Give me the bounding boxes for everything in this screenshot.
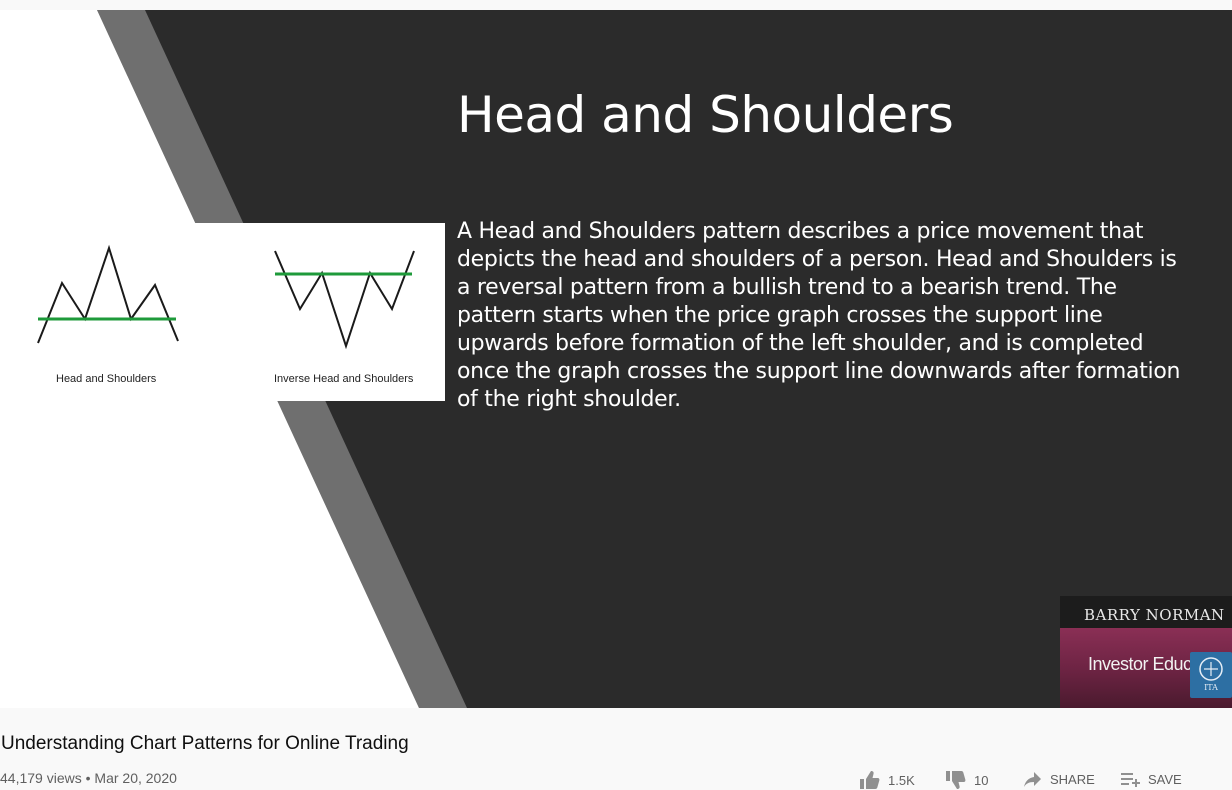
- dislike-count: 10: [974, 772, 989, 788]
- presenter-band: Investor Educat ITA: [1060, 628, 1232, 708]
- diagram-label-inverse: Inverse Head and Shoulders: [274, 373, 414, 385]
- presenter-badge: BARRY NORMAN Investor Educat ITA: [1060, 596, 1232, 708]
- thumbs-down-icon: [946, 771, 966, 789]
- thumbs-up-icon: [860, 771, 880, 789]
- upload-date: Mar 20, 2020: [94, 770, 177, 786]
- share-icon: [1024, 772, 1041, 787]
- video-player[interactable]: Head and Shoulders Head and Shoulders In…: [0, 10, 1232, 708]
- playlist-add-icon: [1121, 773, 1140, 787]
- slide-title: Head and Shoulders: [457, 86, 954, 144]
- share-button[interactable]: SHARE: [1022, 770, 1095, 788]
- share-label: SHARE: [1050, 771, 1095, 787]
- ita-logo: ITA: [1190, 652, 1232, 698]
- video-title: Understanding Chart Patterns for Online …: [1, 733, 409, 754]
- video-meta: 44,179 views • Mar 20, 2020: [0, 770, 177, 786]
- pattern-diagram: Head and Shoulders Inverse Head and Shou…: [30, 223, 445, 401]
- save-button[interactable]: SAVE: [1120, 770, 1182, 788]
- ita-logo-text: ITA: [1204, 683, 1218, 692]
- presenter-name: BARRY NORMAN: [1084, 606, 1225, 624]
- save-label: SAVE: [1148, 771, 1182, 787]
- dislike-button[interactable]: 10: [944, 770, 988, 790]
- head-shoulders-line: [37, 244, 179, 344]
- meta-separator: •: [85, 770, 95, 786]
- like-button[interactable]: 1.5K: [858, 770, 915, 790]
- view-count: 44,179 views: [0, 770, 82, 786]
- slide-body-text: A Head and Shoulders pattern describes a…: [457, 219, 1181, 412]
- video-actions: 1.5K 10 SHARE SAVE: [858, 770, 1232, 790]
- inverse-head-shoulders-line: [274, 250, 415, 350]
- diagram-label-head-shoulders: Head and Shoulders: [56, 373, 157, 385]
- like-count: 1.5K: [888, 772, 915, 788]
- presenter-subtitle: Investor Educat: [1088, 654, 1206, 674]
